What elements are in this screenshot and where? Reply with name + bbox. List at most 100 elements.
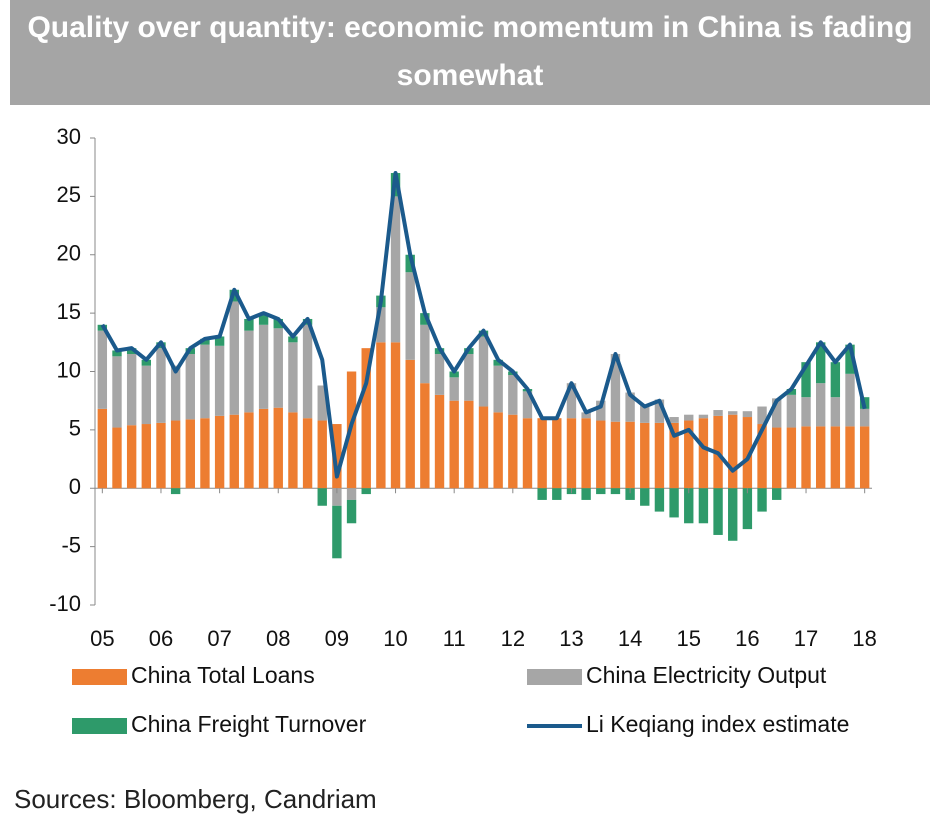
bar: [185, 353, 195, 420]
bar: [654, 488, 665, 512]
legend-swatch: [527, 669, 582, 685]
bar: [405, 272, 415, 360]
bar: [97, 330, 108, 409]
bar: [185, 419, 195, 489]
bar: [273, 328, 283, 408]
x-tick-label: 08: [266, 626, 290, 651]
bar: [464, 400, 474, 489]
legend-label: China Electricity Output: [586, 662, 827, 688]
bar: [156, 348, 166, 423]
legend-swatch: [72, 669, 127, 685]
bar: [214, 415, 225, 489]
bar: [566, 418, 577, 489]
bar: [581, 412, 591, 419]
bar: [420, 383, 430, 489]
bar: [640, 405, 650, 423]
bar: [757, 488, 767, 512]
bar: [464, 353, 474, 401]
bar: [390, 196, 401, 343]
bar: [361, 488, 371, 495]
bar: [493, 412, 503, 489]
bar: [801, 426, 811, 489]
bar: [713, 410, 723, 416]
x-tick-label: 09: [325, 626, 349, 651]
bar: [508, 375, 518, 415]
bar: [728, 488, 738, 541]
bar: [493, 359, 503, 366]
y-tick-label: 30: [57, 124, 81, 149]
bar: [581, 488, 591, 500]
bar: [845, 373, 855, 427]
bar: [610, 353, 621, 422]
bar: [728, 414, 738, 489]
x-tick-label: 12: [501, 626, 525, 651]
bar: [757, 424, 767, 489]
bar: [420, 313, 430, 325]
bar: [258, 313, 269, 325]
bar: [170, 365, 181, 421]
x-tick-label: 16: [735, 626, 759, 651]
bar: [478, 406, 489, 489]
bar: [552, 418, 562, 489]
y-tick-label: -10: [49, 591, 81, 616]
bar: [596, 488, 606, 495]
bar: [214, 345, 225, 416]
bar: [669, 422, 679, 489]
x-tick-label: 05: [90, 626, 114, 651]
bar: [742, 411, 753, 418]
bar: [537, 418, 547, 489]
bar: [728, 411, 738, 415]
bar: [376, 307, 386, 343]
bar: [625, 488, 635, 500]
bar: [625, 392, 635, 422]
bar: [141, 365, 152, 425]
bar: [640, 422, 650, 489]
bar: [772, 488, 782, 500]
bar: [170, 420, 181, 489]
bar: [244, 330, 254, 413]
bar: [200, 338, 210, 345]
legend-swatch: [72, 718, 127, 734]
bar: [112, 350, 122, 357]
x-tick-label: 17: [794, 626, 818, 651]
bar: [449, 371, 459, 378]
bar: [156, 422, 166, 489]
bar: [859, 426, 870, 489]
bar: [830, 362, 841, 398]
source-note: Sources: Bloomberg, Candriam: [14, 784, 377, 814]
y-tick-label: 20: [57, 241, 81, 266]
bar: [742, 488, 753, 530]
bar: [669, 488, 679, 518]
bar: [478, 336, 489, 407]
x-tick-label: 11: [443, 626, 466, 651]
bar: [273, 407, 283, 489]
bar: [170, 488, 181, 495]
bar: [390, 342, 401, 489]
bar: [449, 377, 459, 401]
x-tick-label: 10: [383, 626, 407, 651]
bar: [610, 421, 621, 489]
bar: [537, 488, 547, 500]
bar: [698, 488, 709, 524]
bar: [420, 324, 430, 384]
bar: [288, 342, 298, 413]
bar: [845, 426, 855, 489]
bar: [317, 488, 327, 506]
legend-label: Li Keqiang index estimate: [586, 711, 849, 737]
bar: [346, 488, 357, 500]
bar: [801, 362, 811, 398]
x-tick-label: 06: [149, 626, 173, 651]
bar: [200, 344, 210, 419]
bar: [815, 342, 826, 384]
bar: [405, 359, 415, 489]
bar: [361, 348, 371, 489]
bar: [845, 344, 855, 374]
bar: [434, 394, 445, 489]
bar: [654, 422, 665, 489]
bar: [801, 397, 811, 427]
bar: [141, 359, 152, 366]
bar: [581, 418, 591, 489]
bar: [332, 505, 342, 559]
bar: [126, 353, 137, 426]
bar: [434, 353, 445, 395]
